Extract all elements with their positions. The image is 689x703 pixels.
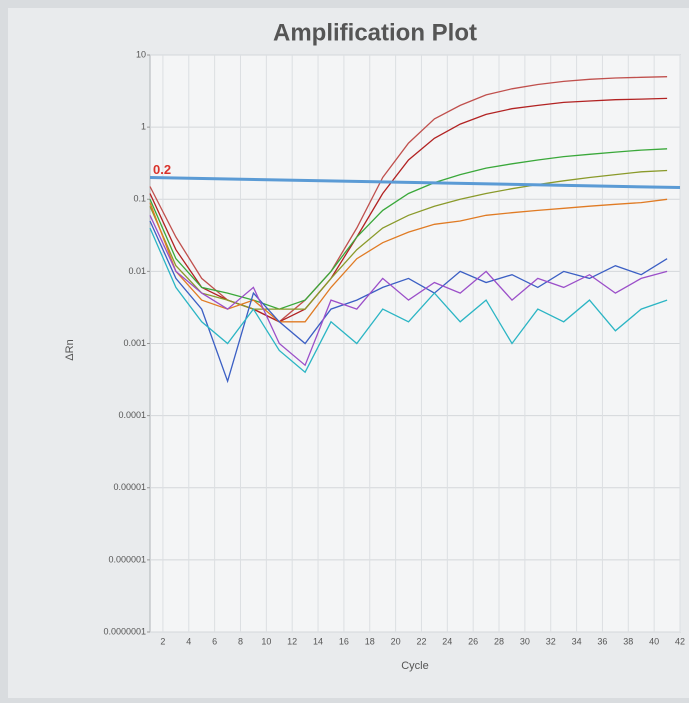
x-tick-label: 10	[261, 636, 271, 646]
x-tick-label: 16	[339, 636, 349, 646]
chart-title: Amplification Plot	[273, 19, 477, 46]
y-tick-label: 0.00001	[113, 482, 146, 492]
x-tick-label: 42	[675, 636, 685, 646]
x-axis-label: Cycle	[401, 660, 429, 672]
x-tick-label: 8	[238, 636, 243, 646]
y-tick-label: 0.000001	[108, 554, 146, 564]
y-axis-label: ΔRn	[64, 339, 76, 360]
x-tick-label: 26	[468, 636, 478, 646]
x-tick-label: 40	[649, 636, 659, 646]
y-tick-label: 0.01	[128, 266, 146, 276]
y-tick-label: 0.0001	[118, 410, 146, 420]
x-tick-label: 34	[572, 636, 582, 646]
threshold-label: 0.2	[153, 162, 171, 177]
y-tick-label: 1	[141, 122, 146, 132]
y-tick-label: 10	[136, 49, 146, 59]
x-tick-label: 2	[160, 636, 165, 646]
x-tick-label: 4	[186, 636, 191, 646]
x-tick-label: 12	[287, 636, 297, 646]
x-tick-label: 18	[365, 636, 375, 646]
x-tick-label: 22	[416, 636, 426, 646]
y-tick-label: 0.0000001	[103, 626, 146, 636]
y-tick-label: 0.001	[123, 338, 146, 348]
x-tick-label: 28	[494, 636, 504, 646]
x-tick-label: 30	[520, 636, 530, 646]
chart: Amplification Plot ΔRn Cycle 10 1 0.1 0.01 0…	[0, 0, 689, 698]
x-tick-label: 14	[313, 636, 323, 646]
x-tick-label: 20	[391, 636, 401, 646]
x-tick-label: 24	[442, 636, 452, 646]
x-tick-label: 36	[597, 636, 607, 646]
y-tick-label: 0.1	[133, 194, 146, 204]
x-tick-label: 38	[623, 636, 633, 646]
x-tick-label: 32	[546, 636, 556, 646]
x-tick-label: 6	[212, 636, 217, 646]
